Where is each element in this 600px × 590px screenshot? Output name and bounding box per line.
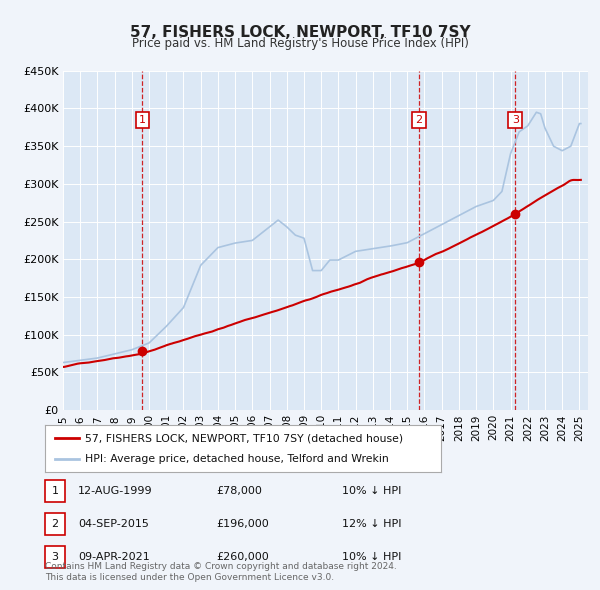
Text: 2: 2 bbox=[52, 519, 58, 529]
Text: £78,000: £78,000 bbox=[216, 486, 262, 496]
Text: 04-SEP-2015: 04-SEP-2015 bbox=[78, 519, 149, 529]
Text: HPI: Average price, detached house, Telford and Wrekin: HPI: Average price, detached house, Telf… bbox=[85, 454, 388, 464]
Text: 2: 2 bbox=[415, 115, 422, 125]
Text: 57, FISHERS LOCK, NEWPORT, TF10 7SY: 57, FISHERS LOCK, NEWPORT, TF10 7SY bbox=[130, 25, 470, 40]
Text: 57, FISHERS LOCK, NEWPORT, TF10 7SY (detached house): 57, FISHERS LOCK, NEWPORT, TF10 7SY (det… bbox=[85, 433, 403, 443]
Text: £196,000: £196,000 bbox=[216, 519, 269, 529]
Text: 10% ↓ HPI: 10% ↓ HPI bbox=[342, 486, 401, 496]
Text: 1: 1 bbox=[139, 115, 146, 125]
Text: 3: 3 bbox=[512, 115, 519, 125]
Text: Contains HM Land Registry data © Crown copyright and database right 2024.
This d: Contains HM Land Registry data © Crown c… bbox=[45, 562, 397, 582]
Text: 09-APR-2021: 09-APR-2021 bbox=[78, 552, 150, 562]
Text: 10% ↓ HPI: 10% ↓ HPI bbox=[342, 552, 401, 562]
Text: 1: 1 bbox=[52, 486, 58, 496]
Text: 3: 3 bbox=[52, 552, 58, 562]
Text: 12-AUG-1999: 12-AUG-1999 bbox=[78, 486, 152, 496]
Text: £260,000: £260,000 bbox=[216, 552, 269, 562]
Text: 12% ↓ HPI: 12% ↓ HPI bbox=[342, 519, 401, 529]
Text: Price paid vs. HM Land Registry's House Price Index (HPI): Price paid vs. HM Land Registry's House … bbox=[131, 37, 469, 50]
